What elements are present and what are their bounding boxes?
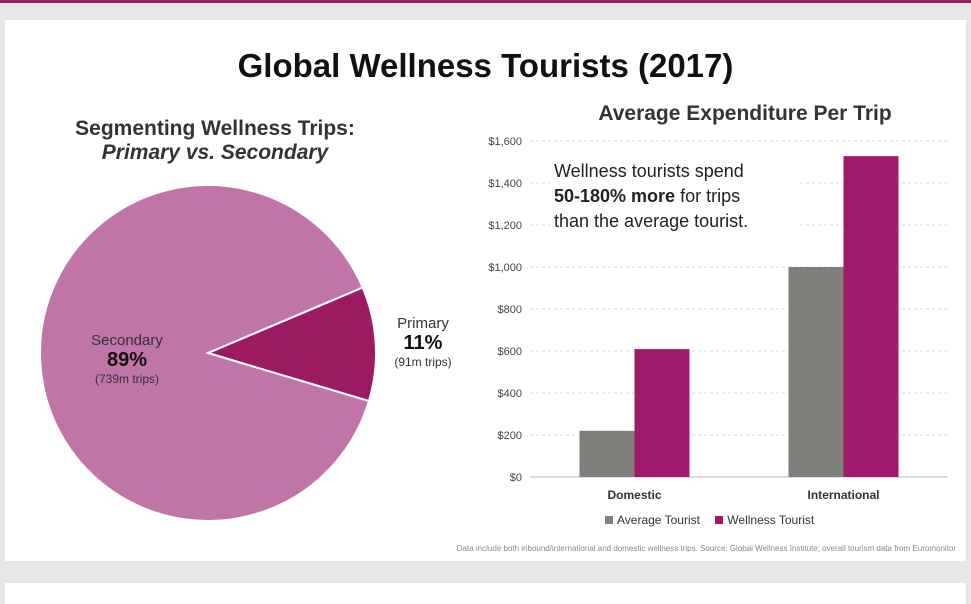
y-tick-label: $800	[498, 304, 522, 316]
pie-slice-primary	[205, 286, 377, 403]
legend-label-average: Average Tourist	[617, 513, 700, 527]
pie-label-primary-percent: 11%	[403, 332, 443, 354]
top-accent-bar	[0, 0, 971, 3]
pie-label-secondary-trips: (739m trips)	[94, 372, 159, 386]
y-tick-label: $400	[498, 388, 522, 400]
y-tick-label: $1,200	[488, 220, 522, 232]
next-slide-edge	[5, 583, 966, 604]
pie-label-primary: Primary 11% (91m trips)	[380, 315, 466, 369]
legend-item-wellness: Wellness Tourist	[715, 513, 814, 527]
callout-text: Wellness tourists spend 50-180% more for…	[550, 157, 798, 236]
source-footnote: Data include both inbound/international …	[456, 544, 956, 553]
callout-bold: 50-180% more	[554, 186, 676, 206]
pie-label-primary-trips: (91m trips)	[394, 355, 452, 369]
pie-label-secondary: Secondary 89% (739m trips)	[67, 332, 187, 386]
x-category-label: International	[807, 488, 879, 502]
y-tick-label: $1,000	[488, 262, 522, 274]
bar-chart-title: Average Expenditure Per Trip	[598, 102, 892, 125]
y-tick-label: $200	[498, 430, 522, 442]
charts-canvas: $0 $200 $400 $600 $800 $1,000 $1,200 $1,400 $1,6…	[39, 136, 948, 522]
callout-line2: for trips	[675, 186, 741, 206]
x-category-label: Domestic	[607, 488, 661, 502]
bar-legend: Average Tourist Wellness Tourist	[605, 513, 826, 527]
pie-label-secondary-percent: 89%	[106, 349, 148, 371]
bar-average-domestic	[579, 430, 635, 477]
legend-item-average: Average Tourist	[605, 513, 700, 527]
pie-title-main: Segmenting Wellness Trips:	[75, 117, 355, 140]
pie-label-secondary-name: Secondary	[91, 332, 163, 349]
legend-swatch-wellness	[715, 516, 724, 524]
pie-slice-secondary	[39, 184, 371, 522]
y-tick-label: $1,600	[488, 136, 522, 148]
pie-label-primary-name: Primary	[397, 315, 449, 332]
y-tick-label: $600	[498, 346, 522, 358]
slide: Global Wellness Tourists (2017) Segmenti…	[5, 20, 966, 561]
pie-chart-title: Segmenting Wellness Trips: Primary vs. S…	[45, 117, 385, 165]
y-tick-label: $1,400	[488, 178, 522, 190]
pie-title-subtitle: Primary vs. Secondary	[101, 141, 329, 164]
callout-line1: Wellness tourists spend	[554, 161, 744, 181]
y-tick-label: $0	[510, 472, 522, 484]
bar-wellness-domestic	[634, 349, 690, 477]
callout-line3: than the average tourist.	[554, 211, 749, 231]
page-title: Global Wellness Tourists (2017)	[237, 47, 734, 84]
bar-average-international	[788, 267, 844, 477]
legend-label-wellness: Wellness Tourist	[727, 513, 815, 527]
legend-swatch-average	[605, 516, 613, 524]
bar-wellness-international	[843, 156, 899, 477]
